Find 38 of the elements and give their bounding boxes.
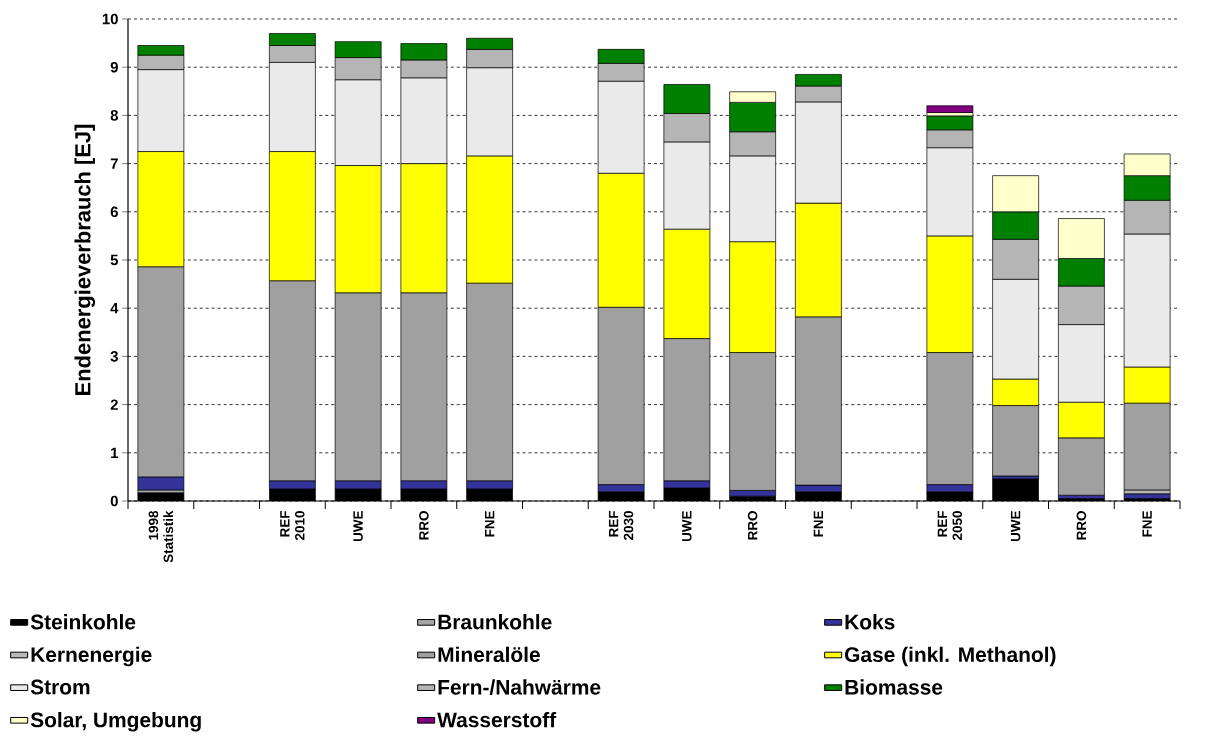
legend-label: Fern-/Nahwärme [438,679,601,695]
x-tick-label: RRO [747,511,758,540]
x-tick-label: REF 2050 [937,511,963,540]
legend-label: Koks [845,614,895,630]
x-tick-label: UWE [682,511,692,542]
x-tick-label: UWE [353,511,363,542]
y-tick-label: 9 [110,61,118,73]
x-tick-label: 1998 Statistik [148,510,174,563]
legend-label: Steinkohle [30,614,136,630]
y-tick-label: 3 [110,351,118,362]
x-tick-label: RRO [1076,511,1087,540]
x-tick-label: FNE [485,511,495,537]
y-tick-label: 8 [110,110,119,121]
legend-label: Braunkohle [438,614,552,630]
y-tick-label: 2 [110,399,118,410]
y-tick-label: 10 [102,13,118,25]
x-tick-label: RRO [419,511,429,540]
legend-label: Gase (inkl. Methanol) [845,646,1056,667]
y-tick-label: 6 [110,206,118,218]
x-tick-label: REF 2030 [608,511,634,540]
x-tick-label: UWE [1010,511,1021,542]
x-tick-label: FNE [813,511,823,537]
x-tick-label: REF 2010 [280,511,305,540]
legend-label: Mineralöle [438,646,540,663]
legend-label: Wasserstoff [437,711,557,728]
x-tick-label: FNE [1142,511,1152,537]
legend-label: Kernenergie [31,646,152,667]
y-axis-title: Endenergieverbrauch [EJ] [74,124,96,395]
legend-label: Solar, Umgebung [30,711,201,732]
legend-label: Strom [30,679,90,695]
y-tick-label: 1 [111,447,119,458]
y-tick-label: 0 [110,495,118,507]
bar [1123,493,1171,499]
y-tick-label: 7 [110,158,118,169]
y-tick-label: 4 [110,303,119,314]
legend-label: Biomasse [845,679,943,695]
y-tick-label: 5 [110,254,119,266]
bar [926,105,974,113]
